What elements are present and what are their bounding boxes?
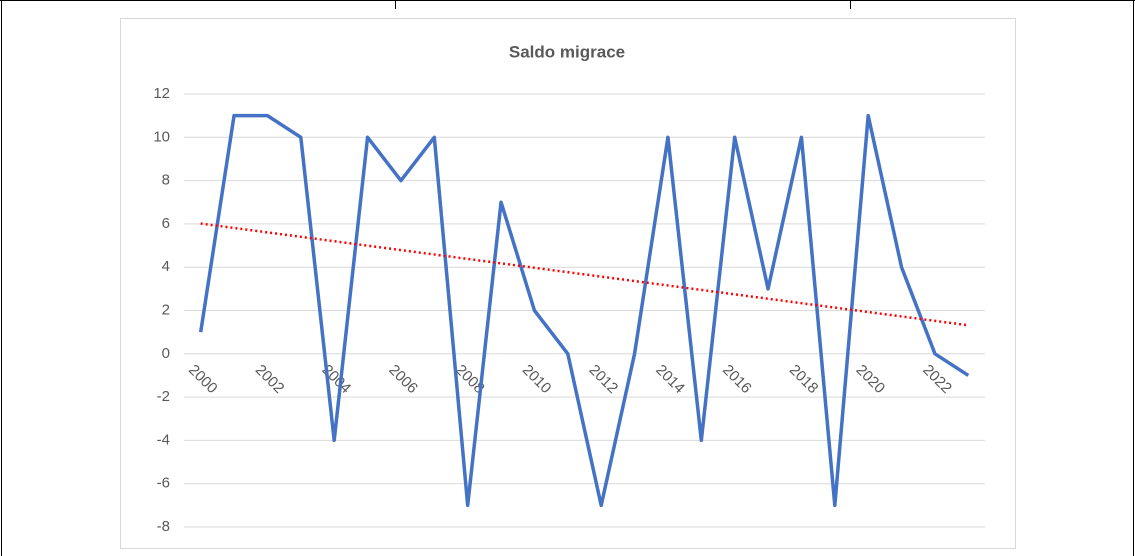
trendline	[200, 222, 969, 327]
y-tick-label: 10	[153, 128, 170, 145]
y-tick-label: 2	[162, 301, 170, 318]
chart-area	[120, 18, 1016, 549]
chart-title: Saldo migrace	[509, 42, 625, 61]
y-tick-label: 4	[162, 258, 170, 275]
y-tick-label: -8	[157, 518, 170, 535]
y-tick-label: -2	[157, 388, 170, 405]
y-tick-label: 0	[162, 345, 170, 362]
y-tick-label: 8	[162, 172, 170, 189]
y-tick-label: 6	[162, 215, 170, 232]
y-tick-label: -6	[157, 475, 170, 492]
y-tick-label: -4	[157, 431, 170, 448]
data-line	[198, 113, 970, 508]
y-tick-label: 12	[153, 85, 170, 102]
